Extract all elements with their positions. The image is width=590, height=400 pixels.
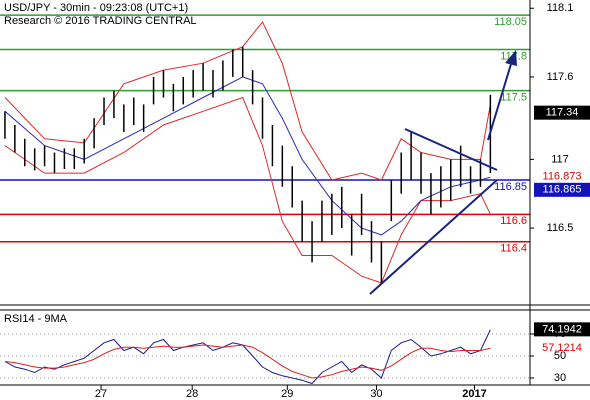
y-tick-label: 30 [554,372,566,384]
indicator-line [4,76,491,236]
price-tag [534,182,590,197]
y-tick-label: 50 [554,350,566,362]
x-tick-label: 30 [370,388,382,400]
chart-title: USD/JPY - 30min - 09:23:08 (UTC+1) [4,2,188,14]
rsi-line [4,344,491,379]
price-tag-label: 74.1942 [542,323,582,335]
price-tag-label: 116.865 [543,184,582,196]
price-tag-label: 116.873 [543,171,582,183]
x-tick-label: 2017 [462,388,486,400]
indicator-line [4,21,491,181]
x-tick-label: 27 [95,388,107,400]
x-tick-label: 29 [281,388,293,400]
price-tag [534,105,590,120]
arrow-head [505,50,517,66]
trend-triangle [369,50,517,295]
y-tick-label: 118.1 [547,2,574,14]
y-tick-label: 116.5 [547,222,574,234]
trendline [369,179,498,295]
indicator-line [4,96,491,284]
y-tick-label: 117.6 [547,71,574,83]
level-label: 118.05 [494,16,527,28]
rsi-line [4,329,491,385]
indicator-title: RSI14 - 9MA [4,313,68,325]
level-label: 116.6 [500,215,527,227]
level-label: 116.85 [494,181,527,193]
price-tag-label: 57.1214 [542,342,582,354]
forecast-arrow [487,63,512,141]
level-label: 116.4 [500,243,527,255]
level-label: 117.5 [500,92,527,104]
price-tag-label: 117.34 [546,107,579,119]
trendline [404,128,498,171]
x-tick-label: 28 [186,388,198,400]
chart-subtitle: Research © 2016 TRADING CENTRAL [4,15,197,27]
price-tag [534,322,590,337]
y-tick-label: 117 [551,153,569,165]
